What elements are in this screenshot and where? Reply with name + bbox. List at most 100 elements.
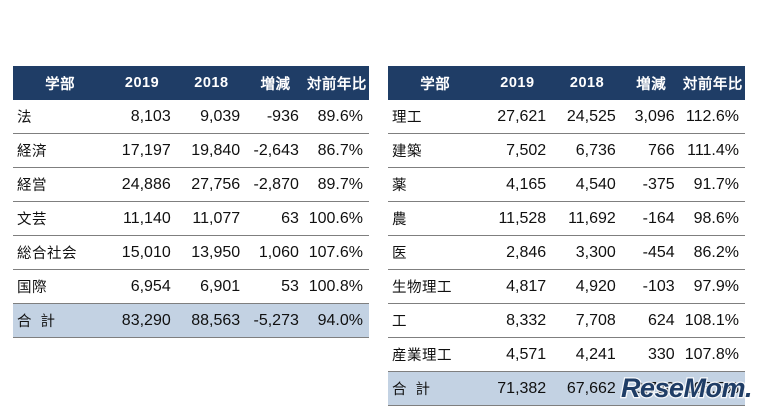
- cell-2018: 27,756: [176, 167, 247, 202]
- cell-department: 産業理工: [388, 337, 483, 372]
- cell-department: 建築: [388, 133, 483, 168]
- cell-total-2018: 88,563: [176, 303, 247, 338]
- cell-2018: 7,708: [552, 303, 622, 338]
- cell-department: 薬: [388, 167, 483, 202]
- cell-2018: 19,840: [176, 133, 247, 168]
- cell-2018: 4,241: [552, 337, 622, 372]
- cell-yoy: 100.8%: [304, 269, 369, 304]
- cell-yoy: 89.7%: [304, 167, 369, 202]
- cell-total-2019: 71,382: [482, 371, 553, 406]
- table-header: 学部 2019 2018 増減 対前年比: [13, 66, 369, 100]
- cell-change: 330: [621, 337, 681, 372]
- cell-yoy: 98.6%: [680, 201, 745, 236]
- cell-department: 文芸: [13, 201, 108, 236]
- column-header-2018: 2018: [176, 66, 247, 100]
- faculty-table-left: 学部 2019 2018 増減 対前年比 法 8,103 9,039 -936 …: [13, 66, 369, 338]
- cell-2019: 6,954: [107, 269, 177, 304]
- table-total-row: 合計 83,290 88,563 -5,273 94.0%: [13, 303, 369, 338]
- column-header-2019: 2019: [107, 66, 177, 100]
- table-row: 生物理工 4,817 4,920 -103 97.9%: [388, 269, 745, 304]
- cell-total-2018: 67,662: [552, 371, 622, 406]
- cell-total-change: 3,720: [621, 371, 681, 406]
- resemom-watermark: ReseMom.: [620, 373, 754, 403]
- cell-department: 法: [13, 100, 108, 134]
- cell-2019: 15,010: [107, 235, 177, 270]
- table-row: 理工 27,621 24,525 3,096 112.6%: [388, 100, 745, 134]
- watermark-suffix: .: [744, 373, 754, 403]
- cell-2019: 7,502: [482, 133, 553, 168]
- cell-change: -375: [621, 167, 681, 202]
- cell-2018: 4,540: [552, 167, 622, 202]
- cell-change: 53: [246, 269, 305, 304]
- cell-2018: 6,901: [176, 269, 247, 304]
- data-table: 学部 2019 2018 増減 対前年比 法 8,103 9,039 -936 …: [13, 66, 369, 338]
- cell-total-2019: 83,290: [107, 303, 177, 338]
- cell-2019: 4,571: [482, 337, 553, 372]
- cell-2019: 24,886: [107, 167, 177, 202]
- total-label-text: 合計: [392, 382, 439, 398]
- cell-department: 農: [388, 201, 483, 236]
- table-row: 工 8,332 7,708 624 108.1%: [388, 303, 745, 338]
- table-body: 法 8,103 9,039 -936 89.6% 経済 17,197 19,84…: [13, 100, 369, 338]
- table-row: 総合社会 15,010 13,950 1,060 107.6%: [13, 235, 369, 270]
- cell-2019: 27,621: [482, 100, 553, 134]
- cell-2018: 11,077: [176, 201, 247, 236]
- cell-2018: 4,920: [552, 269, 622, 304]
- cell-yoy: 89.6%: [304, 100, 369, 134]
- cell-department: 理工: [388, 100, 483, 134]
- cell-2019: 8,103: [107, 100, 177, 134]
- cell-2018: 9,039: [176, 100, 247, 134]
- cell-yoy: 86.2%: [680, 235, 745, 270]
- total-label-text: 合計: [17, 314, 64, 330]
- data-table: 学部 2019 2018 増減 対前年比 理工 27,621 24,525 3,…: [388, 66, 745, 406]
- cell-department: 生物理工: [388, 269, 483, 304]
- cell-total-label: 合計: [388, 371, 483, 406]
- cell-yoy: 100.6%: [304, 201, 369, 236]
- table-row: 農 11,528 11,692 -164 98.6%: [388, 201, 745, 236]
- cell-2019: 17,197: [107, 133, 177, 168]
- column-header-yoy: 対前年比: [680, 66, 745, 100]
- table-total-row: 合計 71,382 67,662 3,720 105.5%: [388, 371, 745, 406]
- table-row: 薬 4,165 4,540 -375 91.7%: [388, 167, 745, 202]
- cell-change: 766: [621, 133, 681, 168]
- cell-change: 3,096: [621, 100, 681, 134]
- cell-change: -2,643: [246, 133, 305, 168]
- cell-total-label: 合計: [13, 303, 108, 338]
- cell-yoy: 107.8%: [680, 337, 745, 372]
- cell-2019: 11,528: [482, 201, 553, 236]
- cell-total-yoy: 105.5%: [680, 371, 745, 406]
- cell-2018: 13,950: [176, 235, 247, 270]
- cell-yoy: 86.7%: [304, 133, 369, 168]
- table-row: 法 8,103 9,039 -936 89.6%: [13, 100, 369, 134]
- cell-total-yoy: 94.0%: [304, 303, 369, 338]
- table-row: 文芸 11,140 11,077 63 100.6%: [13, 201, 369, 236]
- table-row: 産業理工 4,571 4,241 330 107.8%: [388, 337, 745, 372]
- table-body: 理工 27,621 24,525 3,096 112.6% 建築 7,502 6…: [388, 100, 745, 406]
- column-header-change: 増減: [246, 66, 305, 100]
- cell-2019: 8,332: [482, 303, 553, 338]
- cell-2018: 11,692: [552, 201, 622, 236]
- table-row: 国際 6,954 6,901 53 100.8%: [13, 269, 369, 304]
- column-header-2018: 2018: [552, 66, 622, 100]
- cell-change: -454: [621, 235, 681, 270]
- cell-department: 工: [388, 303, 483, 338]
- cell-yoy: 112.6%: [680, 100, 745, 134]
- cell-department: 医: [388, 235, 483, 270]
- column-header-change: 増減: [621, 66, 681, 100]
- cell-2019: 2,846: [482, 235, 553, 270]
- cell-yoy: 97.9%: [680, 269, 745, 304]
- cell-yoy: 91.7%: [680, 167, 745, 202]
- cell-department: 総合社会: [13, 235, 108, 270]
- cell-change: -2,870: [246, 167, 305, 202]
- table-row: 経済 17,197 19,840 -2,643 86.7%: [13, 133, 369, 168]
- table-row: 経営 24,886 27,756 -2,870 89.7%: [13, 167, 369, 202]
- cell-2019: 4,165: [482, 167, 553, 202]
- cell-yoy: 107.6%: [304, 235, 369, 270]
- table-row: 建築 7,502 6,736 766 111.4%: [388, 133, 745, 168]
- faculty-table-right: 学部 2019 2018 増減 対前年比 理工 27,621 24,525 3,…: [388, 66, 745, 406]
- cell-yoy: 108.1%: [680, 303, 745, 338]
- cell-2018: 24,525: [552, 100, 622, 134]
- cell-yoy: 111.4%: [680, 133, 745, 168]
- cell-2018: 3,300: [552, 235, 622, 270]
